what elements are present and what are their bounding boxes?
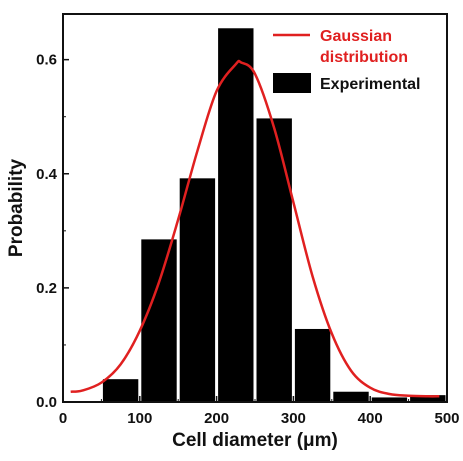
curve-layer [70,59,440,398]
histogram-bar [294,328,331,402]
histogram-bar [179,178,216,402]
ticks-layer: 0 100 200 300 400 500 0.0 0.2 0.4 0.6 [36,52,459,427]
legend: Gaussian distribution Experimental [273,28,420,93]
x-tick-label: 200 [204,410,229,427]
x-tick-label: 0 [59,410,67,427]
legend-bar-swatch [273,73,311,93]
x-tick-label: 500 [434,410,459,427]
bars-layer [102,28,446,402]
x-tick-label: 400 [358,410,383,427]
legend-curve-label: Gaussian [320,28,392,45]
y-tick-label: 0.4 [36,166,58,183]
histogram-bar [102,379,139,402]
legend-bar-label: Experimental [320,76,420,93]
histogram-bar [410,395,446,402]
histogram-bar [256,118,292,402]
y-tick-label: 0.2 [36,280,57,297]
legend-curve-label: distribution [320,49,408,66]
y-tick-label: 0.6 [36,52,57,69]
histogram-bar [371,397,408,402]
histogram-bar [141,239,177,402]
x-tick-label: 100 [127,410,152,427]
x-axis-label: Cell diameter (μm) [172,430,338,451]
histogram-bar [333,391,369,402]
x-tick-label: 300 [281,410,306,427]
y-axis-label: Probability [6,158,27,257]
y-tick-label: 0.0 [36,394,57,411]
histogram-bar [218,28,254,402]
gaussian-curve [70,59,440,398]
